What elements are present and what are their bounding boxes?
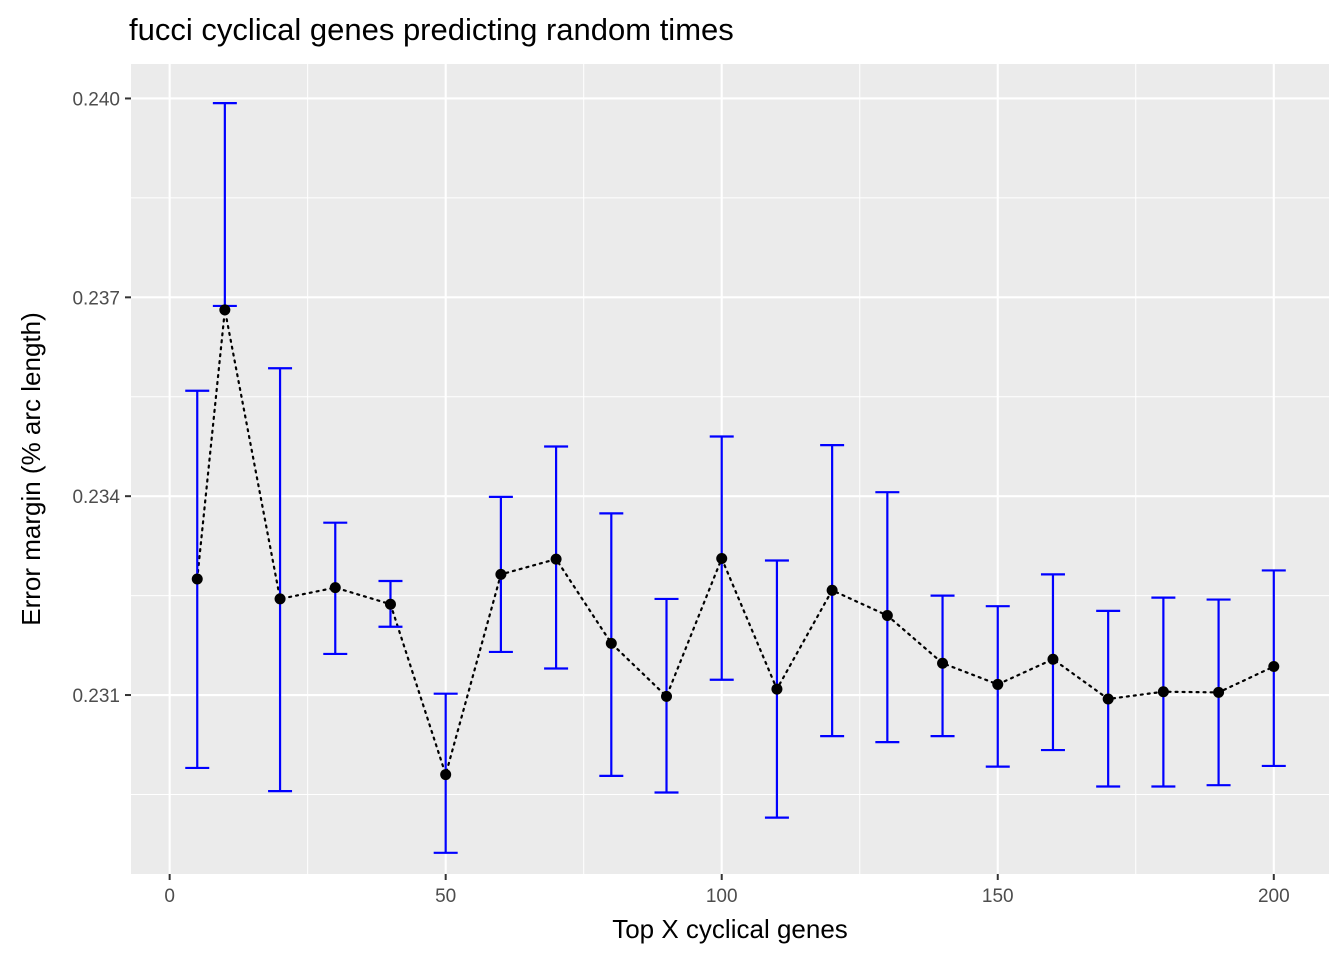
y-axis-label: Error margin (% arc length) bbox=[16, 312, 46, 626]
chart-title: fucci cyclical genes predicting random t… bbox=[129, 12, 734, 47]
data-point bbox=[495, 568, 507, 580]
x-tick-label: 150 bbox=[982, 886, 1014, 907]
data-point bbox=[605, 637, 617, 649]
data-point bbox=[992, 678, 1004, 690]
y-axis: 0.231 0.234 0.237 0.240 bbox=[72, 89, 131, 707]
data-point bbox=[550, 553, 562, 565]
data-point bbox=[1268, 661, 1280, 673]
data-point bbox=[274, 593, 286, 605]
data-point bbox=[661, 690, 673, 702]
plot-panel bbox=[131, 64, 1329, 874]
x-axis-label: Top X cyclical genes bbox=[612, 914, 848, 944]
x-tick-label: 0 bbox=[164, 886, 175, 907]
data-point bbox=[329, 582, 341, 594]
data-points bbox=[191, 304, 1280, 781]
data-point bbox=[1157, 686, 1169, 698]
y-tick-label: 0.234 bbox=[72, 487, 120, 508]
data-point bbox=[937, 657, 949, 669]
data-point bbox=[219, 304, 231, 316]
grid-minor bbox=[131, 64, 1329, 874]
y-tick-label: 0.240 bbox=[72, 89, 120, 110]
data-point bbox=[881, 609, 893, 621]
data-point bbox=[771, 683, 783, 695]
data-point bbox=[1213, 686, 1225, 698]
y-tick-label: 0.237 bbox=[72, 288, 120, 309]
error-bar bbox=[268, 367, 293, 793]
y-tick-label: 0.231 bbox=[72, 686, 120, 707]
data-point bbox=[191, 573, 203, 585]
data-point bbox=[826, 584, 838, 596]
data-point bbox=[384, 598, 396, 610]
data-point bbox=[440, 769, 452, 781]
data-point bbox=[716, 552, 728, 564]
data-point bbox=[1047, 653, 1059, 665]
x-tick-label: 100 bbox=[706, 886, 738, 907]
data-point bbox=[1102, 693, 1114, 705]
x-tick-label: 200 bbox=[1258, 886, 1290, 907]
x-tick-label: 50 bbox=[435, 886, 456, 907]
x-axis: 0 50 100 150 200 bbox=[164, 874, 1290, 907]
